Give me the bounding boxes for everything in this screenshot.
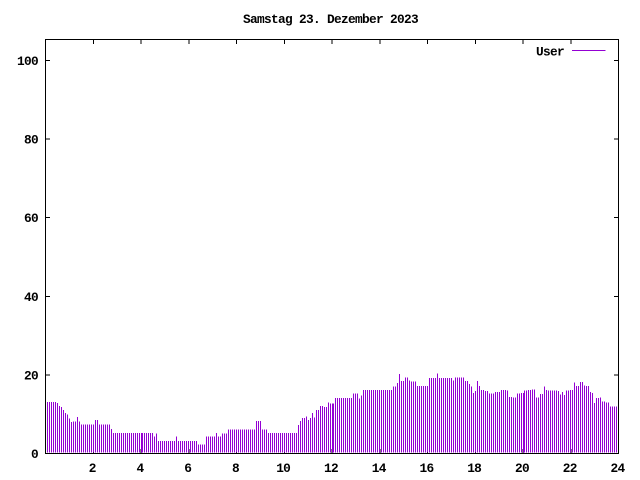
svg-text:User: User <box>536 45 564 60</box>
svg-text:2: 2 <box>89 461 96 476</box>
svg-text:4: 4 <box>137 461 145 476</box>
svg-text:0: 0 <box>31 447 38 462</box>
svg-text:80: 80 <box>24 133 38 148</box>
svg-text:14: 14 <box>372 461 387 476</box>
svg-text:12: 12 <box>324 461 338 476</box>
svg-text:8: 8 <box>232 461 239 476</box>
svg-text:100: 100 <box>17 54 38 69</box>
svg-text:40: 40 <box>24 290 38 305</box>
svg-text:22: 22 <box>563 461 577 476</box>
svg-text:6: 6 <box>184 461 191 476</box>
svg-text:Samstag 23. Dezember 2023: Samstag 23. Dezember 2023 <box>243 12 419 27</box>
svg-text:20: 20 <box>24 368 38 383</box>
svg-text:60: 60 <box>24 211 38 226</box>
svg-text:24: 24 <box>611 461 626 476</box>
svg-text:18: 18 <box>467 461 481 476</box>
svg-text:20: 20 <box>515 461 529 476</box>
svg-text:16: 16 <box>420 461 434 476</box>
svg-text:10: 10 <box>276 461 290 476</box>
